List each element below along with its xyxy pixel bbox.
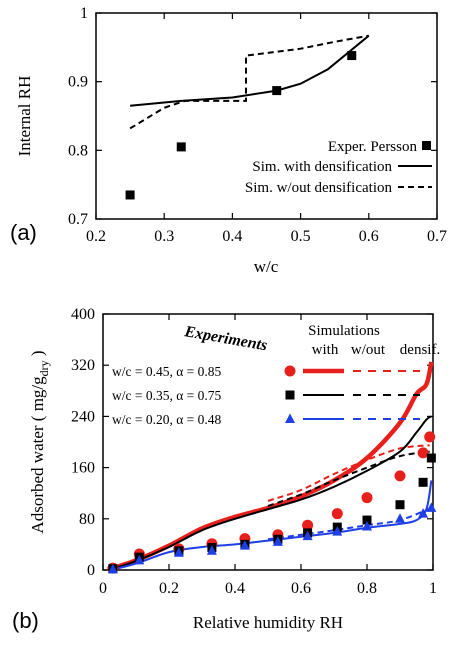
legend-b-row-2-label: w/c = 0.35, α = 0.75 [112,388,222,403]
legend-b-row-1-label: w/c = 0.45, α = 0.85 [112,364,222,379]
legend-b-densif-label: densif. [400,342,440,358]
legend-b-marker-3 [285,413,295,423]
y-axis-label-b-main: Adsorbed water ( mg/g [28,376,47,534]
data-point-experiment-1 [331,508,343,520]
legend-a-exper-label: Exper. Persson [328,139,418,155]
legend-b-row-3-label: w/c = 0.20, α = 0.48 [112,412,222,427]
data-point-experiment-3 [332,526,343,536]
legend-a: Exper. Persson Sim. with densification S… [245,139,432,196]
legend-b-marker-2 [285,390,295,400]
panel-label-a: (a) [10,220,37,245]
data-point-experiment-3 [395,513,405,523]
y-tick-label-b: 160 [71,460,95,477]
data-point-exper-persson [347,51,357,61]
legend-a-exper-marker [422,141,431,150]
data-point-experiment-3 [362,520,372,531]
legend-b: Experiments Simulations with w/out densi… [112,323,440,427]
y-tick-label-b: 80 [79,511,95,528]
series-line-sim-with-2 [112,415,432,570]
y-axis-label-b-end: ) [28,350,47,360]
chart-panel-b: 0 0.2 0.4 0.6 0.8 1 0 80 160 240 320 400 (b) Relati… [12,306,440,633]
y-tick-label-a: 0.7 [68,211,88,228]
x-tick-label-a: 0.6 [359,228,379,245]
legend-b-marks [284,365,420,423]
data-point-experiment-3 [272,536,283,546]
x-tick-label-b: 0.2 [159,580,179,597]
data-point-experiment-3 [134,554,145,565]
series-line-sim-without-1 [267,444,430,502]
x-tick-label-b: 0.8 [357,580,377,597]
data-point-experiment-1 [424,431,436,443]
series-line-sim-without-densification [129,34,369,130]
y-tick-label-b: 0 [87,562,95,579]
y-axis-label-b-sub: dry [37,360,51,376]
legend-b-marker-1 [284,365,296,377]
series-a [125,34,370,200]
y-tick-label-a: 0.8 [68,142,88,159]
legend-b-experiments-label: Experiments [182,323,268,354]
x-tick-label-b: 0.6 [291,580,311,597]
plot-frame-b [102,313,434,571]
data-point-experiment-3 [426,502,437,512]
data-point-experiment-3 [173,547,184,557]
series-line-sim-without-3 [267,507,431,541]
chart-panel-a: 0.2 0.3 0.4 0.5 0.6 0.7 0.7 0.8 0.9 1 (a) w/c Int… [10,5,447,276]
data-point-experiment-2 [418,477,428,487]
legend-a-without-label: Sim. w/out densification [245,180,393,196]
y-axis-label-a: Internal RH [15,76,34,157]
legend-a-with-label: Sim. with densification [252,159,392,175]
data-point-experiment-1 [302,519,314,531]
data-point-experiment-1 [394,470,406,482]
x-tick-label-b: 0.4 [225,580,245,597]
ticks-a: 0.2 0.3 0.4 0.5 0.6 0.7 0.7 0.8 0.9 1 [68,5,447,245]
data-point-experiment-3 [239,540,250,550]
data-point-experiment-2 [395,500,405,510]
y-tick-label-b: 320 [71,357,95,374]
legend-b-with-label: with [312,342,339,358]
data-point-exper-persson [125,190,135,200]
x-tick-label-a: 0.7 [427,228,447,245]
x-tick-label-a: 0.2 [86,228,106,245]
data-point-experiment-2 [362,515,372,525]
data-point-experiment-3 [206,545,217,555]
data-point-experiment-3 [418,508,429,518]
y-tick-label-a: 0.9 [68,74,88,91]
series-line-sim-with-densification [130,34,370,107]
data-point-experiment-3 [107,563,118,574]
data-point-exper-persson [176,142,186,152]
data-point-experiment-2 [426,453,436,463]
data-point-experiment-1 [361,492,373,504]
x-tick-label-a: 0.5 [291,228,311,245]
y-axis-label-b: Adsorbed water ( mg/gdry ) [28,350,51,533]
data-point-experiment-1 [417,447,429,459]
plot-frame-a [95,12,438,220]
legend-b-simulations-label: Simulations [308,323,380,339]
x-tick-label-a: 0.4 [222,228,242,245]
x-axis-label-b: Relative humidity RH [193,613,343,632]
series-line-sim-with-3 [112,480,433,571]
x-tick-label-a: 0.3 [154,228,174,245]
data-point-experiment-3 [302,530,313,541]
series-line-sim-without-2 [267,450,430,507]
y-tick-label-a: 1 [80,5,88,22]
legend-b-without-label: w/out [351,342,386,358]
x-axis-label-a: w/c [254,257,279,276]
x-tick-label-b: 1 [429,580,437,597]
ticks-b: 0 0.2 0.4 0.6 0.8 1 0 80 160 240 320 400 [71,306,437,597]
x-tick-label-b: 0 [99,580,107,597]
y-tick-label-b: 240 [71,408,95,425]
panel-label-b: (b) [12,608,39,633]
y-tick-label-b: 400 [71,306,95,323]
